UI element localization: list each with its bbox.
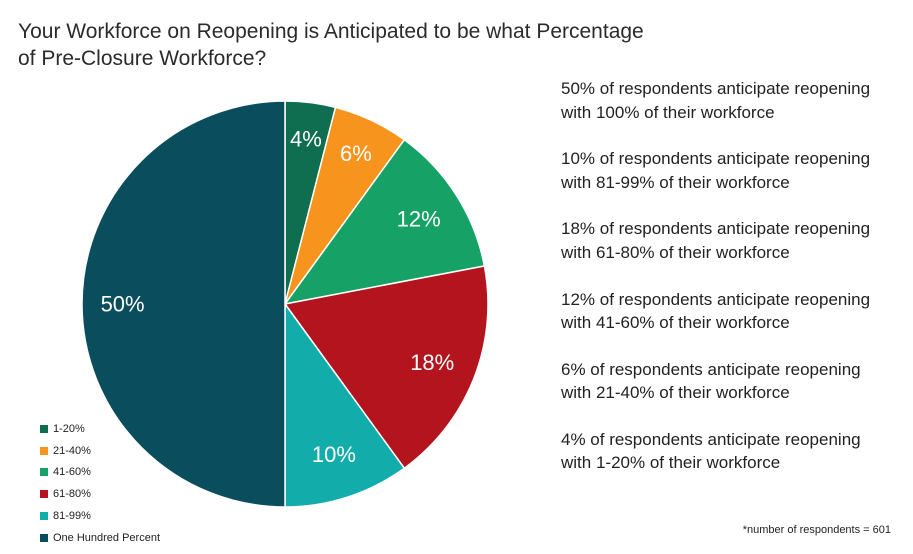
summary-note-line: 4% of respondents anticipate reopening xyxy=(561,429,861,449)
legend-label: 81-99% xyxy=(53,510,91,523)
legend-item: 41-60% xyxy=(40,462,160,484)
summary-note-line: with 81-99% of their workforce xyxy=(561,172,790,192)
pie-slice-label: 10% xyxy=(312,442,356,467)
summary-note-line: 10% of respondents anticipate reopening xyxy=(561,149,871,169)
summary-note-line: with 1-20% of their workforce xyxy=(561,453,781,473)
legend-swatch xyxy=(40,424,48,433)
pie-slice-label: 4% xyxy=(290,126,322,151)
chart-title-line-2: of Pre-Closure Workforce? xyxy=(18,47,267,70)
summary-notes: 50% of respondents anticipate reopening … xyxy=(561,77,906,498)
legend: 1-20% 21-40% 41-60% 61-80% 81-99% One Hundred… xyxy=(40,418,160,549)
summary-note: 50% of respondents anticipate reopening … xyxy=(561,77,906,147)
pie-slice-label: 18% xyxy=(410,350,454,375)
chart-title-line-1: Your Workforce on Reopening is Anticipat… xyxy=(18,20,644,43)
pie-slice xyxy=(81,100,286,508)
legend-swatch xyxy=(40,468,48,477)
legend-label: 41-60% xyxy=(53,466,91,479)
summary-note: 18% of respondents anticipate reopening … xyxy=(561,217,906,287)
chart-title: Your Workforce on Reopening is Anticipat… xyxy=(18,18,658,72)
summary-note: 6% of respondents anticipate reopening w… xyxy=(561,358,906,428)
legend-label: 1-20% xyxy=(53,422,85,435)
summary-note-line: with 21-40% of their workforce xyxy=(561,383,790,403)
legend-swatch xyxy=(40,446,48,455)
summary-note-line: 12% of respondents anticipate reopening xyxy=(561,289,871,309)
summary-note-line: with 100% of their workforce xyxy=(561,102,775,122)
summary-note-line: 18% of respondents anticipate reopening xyxy=(561,219,871,239)
legend-item: 61-80% xyxy=(40,483,160,505)
legend-swatch xyxy=(40,533,48,542)
legend-label: 21-40% xyxy=(53,444,91,457)
legend-swatch xyxy=(40,512,48,521)
summary-note-line: with 61-80% of their workforce xyxy=(561,242,790,262)
pie-slice-label: 6% xyxy=(340,141,372,166)
summary-note: 10% of respondents anticipate reopening … xyxy=(561,147,906,217)
legend-label: 61-80% xyxy=(53,488,91,501)
legend-item: 81-99% xyxy=(40,505,160,527)
summary-note-line: 6% of respondents anticipate reopening xyxy=(561,359,861,379)
summary-note: 12% of respondents anticipate reopening … xyxy=(561,288,906,358)
summary-note: 4% of respondents anticipate reopening w… xyxy=(561,428,906,498)
legend-item: 21-40% xyxy=(40,440,160,462)
legend-item: 1-20% xyxy=(40,418,160,440)
pie-slice xyxy=(283,138,486,306)
pie-slice xyxy=(284,301,406,508)
pie-slice xyxy=(283,265,489,470)
legend-swatch xyxy=(40,490,48,499)
respondents-footnote: *number of respondents = 601 xyxy=(742,524,891,536)
summary-note-line: with 41-60% of their workforce xyxy=(561,313,790,333)
summary-note-line: 50% of respondents anticipate reopening xyxy=(561,79,871,98)
legend-label: One Hundred Percent xyxy=(53,531,161,544)
pie-slice-label: 50% xyxy=(101,292,145,317)
pie-slice-label: 12% xyxy=(397,207,441,232)
legend-item: One Hundred Percent xyxy=(40,527,160,549)
